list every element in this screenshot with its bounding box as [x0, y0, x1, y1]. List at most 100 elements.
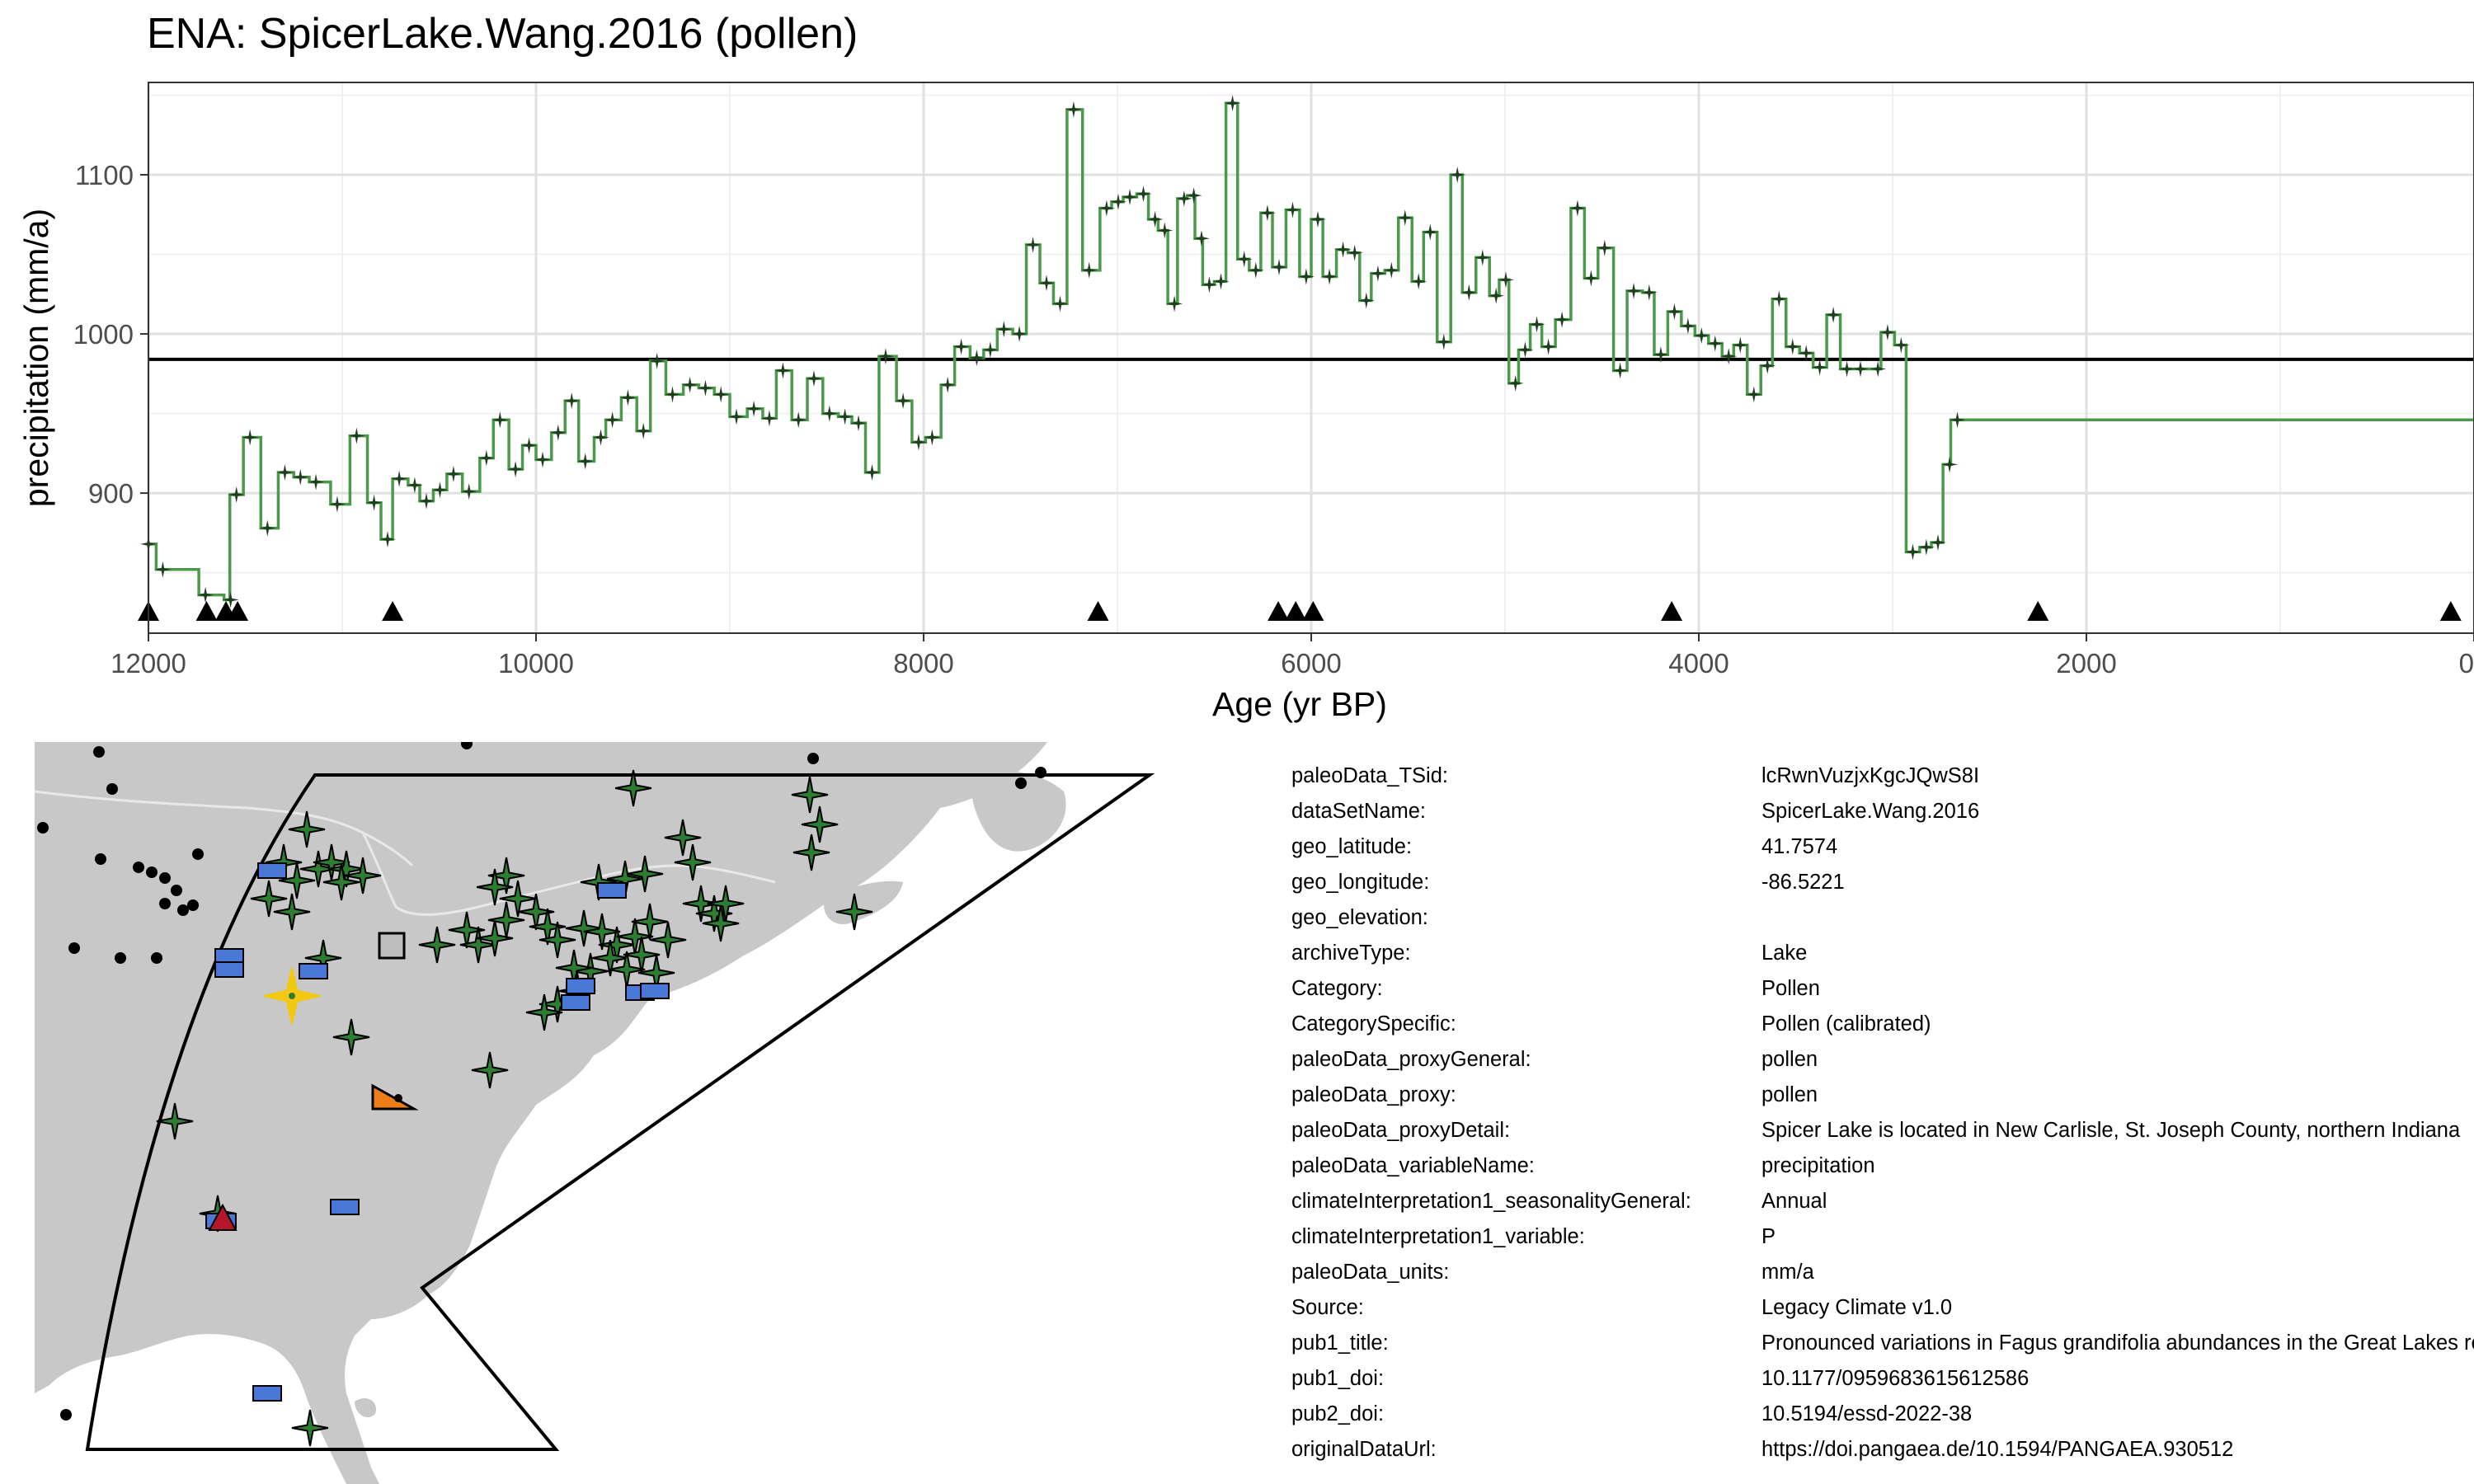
metadata-value: P: [1761, 1225, 1776, 1248]
data-point: [1640, 284, 1658, 301]
site-dot: [187, 899, 199, 911]
site-dot: [151, 952, 162, 964]
pollen-site-marker: [565, 909, 603, 947]
data-point: [592, 429, 609, 446]
data-point: [1346, 244, 1363, 261]
pollen-site-marker: [250, 880, 288, 918]
data-point: [1310, 211, 1326, 228]
data-point: [745, 400, 763, 417]
site-dot: [146, 866, 158, 878]
age-marker: [1302, 601, 1324, 621]
data-point: [534, 451, 551, 468]
lake-site-marker: [299, 963, 328, 979]
data-point: [1771, 290, 1788, 308]
data-point: [1422, 223, 1439, 241]
metadata-key: dataSetName:: [1291, 800, 1427, 823]
data-point: [952, 338, 970, 355]
pollen-site-marker: [476, 868, 514, 906]
metadata-key: archiveType:: [1291, 942, 1411, 965]
age-marker: [1268, 601, 1290, 621]
data-point: [406, 477, 423, 494]
pollen-site-marker: [322, 863, 360, 901]
data-point: [995, 321, 1013, 338]
pollen-site-marker: [591, 939, 629, 977]
pollen-site-marker: [525, 993, 563, 1031]
data-point: [1474, 249, 1491, 266]
data-point: [1825, 306, 1842, 323]
data-point: [1122, 189, 1138, 205]
site-dot: [1035, 767, 1047, 778]
x-tick-label: 10000: [498, 648, 574, 679]
data-point: [1271, 259, 1287, 275]
data-point: [1569, 200, 1586, 217]
data-point: [391, 470, 408, 487]
pollen-site-marker: [344, 857, 382, 895]
data-point: [1146, 211, 1164, 228]
pollen-site-marker: [793, 834, 830, 871]
data-point: [431, 481, 449, 499]
metadata-value: Pollen (calibrated): [1761, 1012, 1931, 1036]
data-point: [648, 352, 666, 369]
data-point: [197, 586, 214, 603]
data-point: [1745, 386, 1762, 403]
data-point: [418, 492, 435, 510]
data-point: [1435, 333, 1452, 350]
orange-triangle-marker: [371, 1083, 419, 1111]
land-north-america: [35, 742, 1047, 1484]
data-point: [1224, 95, 1241, 112]
data-point: [1449, 167, 1466, 183]
data-point: [821, 405, 838, 422]
metadata-key: paleoData_variableName:: [1291, 1154, 1535, 1177]
pollen-site-marker: [682, 885, 720, 923]
data-point: [1212, 273, 1230, 290]
data-point: [460, 483, 477, 500]
data-point: [1930, 534, 1946, 551]
land-bahamas: [355, 1397, 376, 1418]
data-point: [863, 464, 881, 481]
data-point: [348, 427, 365, 444]
pollen-site-marker: [332, 1018, 370, 1056]
pollen-site-marker: [291, 1409, 329, 1447]
metadata-key: paleoData_TSid:: [1291, 764, 1448, 787]
data-point: [365, 494, 383, 511]
data-point: [774, 362, 792, 379]
data-point: [1297, 268, 1315, 285]
pollen-site-marker: [664, 819, 702, 857]
data-point: [1784, 338, 1801, 355]
data-point: [1596, 239, 1613, 256]
pollen-site-marker: [529, 908, 567, 946]
selected-site-dot: [289, 993, 295, 999]
data-point: [1528, 316, 1545, 333]
data-point: [1517, 341, 1534, 359]
x-tick-label: 4000: [1668, 648, 1729, 679]
data-point: [681, 376, 698, 393]
metadata-value: Annual: [1761, 1190, 1827, 1213]
data-point: [1679, 317, 1696, 335]
age-marker: [1285, 601, 1307, 621]
pollen-site-marker: [517, 893, 555, 931]
data-point: [1038, 275, 1055, 292]
data-point: [1065, 101, 1082, 118]
data-point: [1870, 360, 1887, 378]
data-point: [1110, 193, 1126, 210]
data-point: [1879, 324, 1896, 341]
metadata-value: Legacy Climate v1.0: [1761, 1296, 1953, 1319]
data-point: [222, 591, 239, 608]
metadata-key: originalDataUrl:: [1291, 1438, 1437, 1461]
data-point: [576, 453, 594, 470]
metadata-value: Spicer Lake is located in New Carlisle, …: [1761, 1119, 2461, 1142]
metadata-value: https://doi.pangaea.de/10.1594/PANGAEA.9…: [1761, 1438, 2234, 1461]
site-dot: [93, 746, 105, 758]
data-point: [1135, 186, 1152, 203]
pollen-site-marker: [835, 893, 873, 931]
data-point: [697, 379, 714, 397]
pollen-site-marker: [614, 769, 652, 807]
x-tick-label: 2000: [2056, 648, 2116, 679]
data-point: [1011, 326, 1028, 342]
data-point: [664, 386, 681, 403]
data-point: [1396, 209, 1413, 227]
lake-site-marker: [252, 1385, 282, 1402]
age-marker: [2027, 601, 2049, 621]
pollen-site-marker: [448, 911, 486, 949]
data-points: [140, 95, 1966, 608]
